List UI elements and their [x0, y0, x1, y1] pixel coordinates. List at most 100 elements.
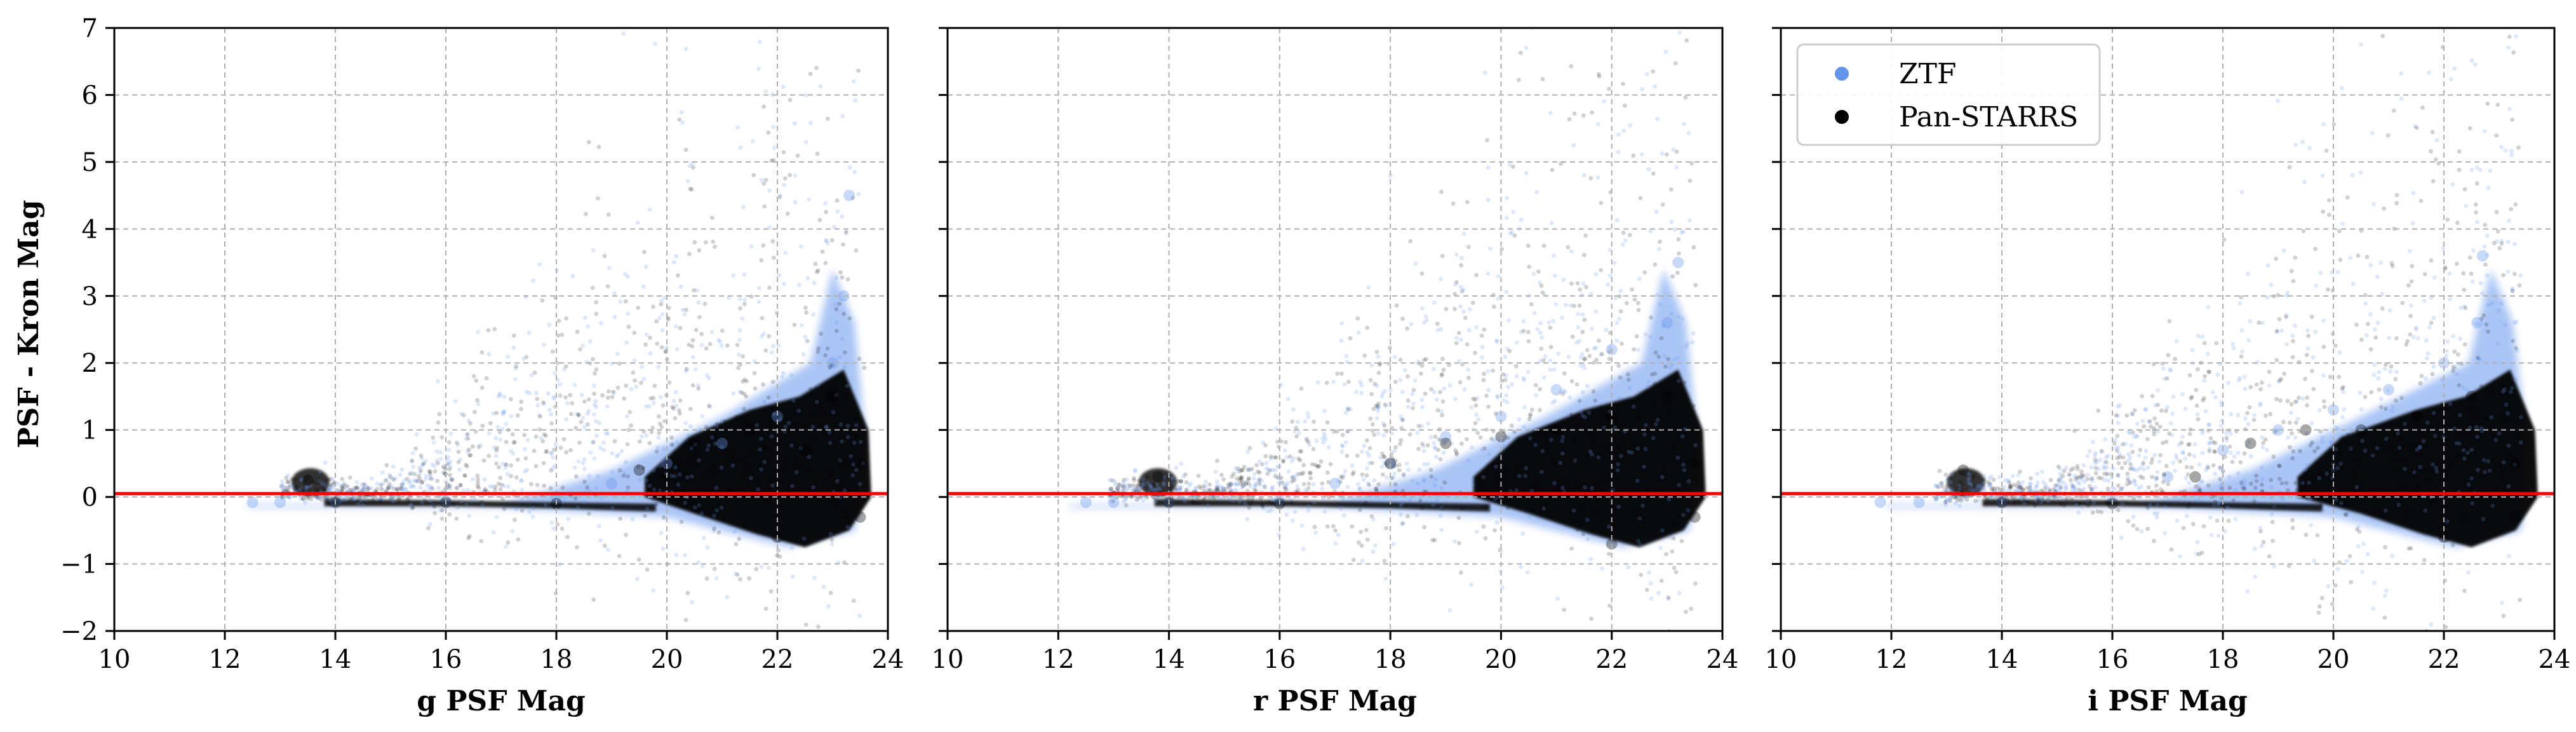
- ztf-point: [687, 163, 692, 168]
- panstarrs-point: [2473, 202, 2478, 207]
- ztf-point: [359, 482, 364, 487]
- ztf-point: [2089, 487, 2094, 492]
- panstarrs-point: [300, 497, 305, 501]
- ztf-point: [1375, 405, 1380, 410]
- panstarrs-point: [496, 481, 501, 486]
- ztf-point: [454, 485, 459, 490]
- panstarrs-point: [2149, 424, 2153, 429]
- ztf-point: [1566, 355, 1571, 360]
- panstarrs-point: [1370, 461, 1375, 465]
- panstarrs-point: [1687, 179, 1693, 183]
- panstarrs-point: [852, 599, 856, 603]
- panstarrs-point: [2394, 336, 2399, 341]
- ztf-point: [1553, 302, 1559, 307]
- panstarrs-point: [833, 398, 838, 402]
- ztf-point: [429, 485, 434, 491]
- panstarrs-point: [1936, 485, 1940, 490]
- ztf-point: [811, 485, 815, 490]
- panstarrs-point: [330, 482, 335, 487]
- panstarrs-point: [556, 333, 561, 338]
- panstarrs-point: [1397, 463, 1402, 467]
- ztf-point: [2208, 440, 2213, 445]
- ztf-point: [2199, 479, 2204, 484]
- ztf-point: [799, 244, 803, 249]
- panstarrs-point: [2154, 421, 2159, 426]
- ztf-point: [1505, 346, 1510, 351]
- ztf-point: [2514, 34, 2518, 39]
- x-tick-label: 24: [872, 645, 904, 674]
- ztf-point: [2293, 142, 2298, 147]
- panstarrs-point: [1453, 448, 1458, 453]
- ztf-point: [2243, 416, 2248, 421]
- panstarrs-point: [2070, 484, 2076, 489]
- ztf-point: [1359, 449, 1364, 454]
- ztf-point: [626, 311, 631, 316]
- ztf-point: [2338, 461, 2343, 466]
- panstarrs-point: [2462, 187, 2467, 192]
- ztf-point: [326, 487, 331, 492]
- ztf-point: [1655, 292, 1660, 297]
- ztf-point: [807, 197, 812, 202]
- panstarrs-point: [1132, 478, 1137, 483]
- panstarrs-point: [844, 230, 849, 235]
- ztf-point: [2131, 515, 2136, 519]
- panstarrs-point: [1491, 304, 1496, 309]
- panstarrs-point: [1939, 481, 1943, 486]
- ztf-point: [1359, 391, 1364, 395]
- ztf-point: [2470, 501, 2475, 506]
- ztf-point: [2434, 466, 2439, 470]
- ztf-point: [446, 455, 451, 459]
- ztf-point: [1141, 481, 1146, 486]
- panstarrs-point: [504, 440, 509, 444]
- ztf-point: [2307, 146, 2312, 151]
- ztf-point: [2313, 329, 2318, 334]
- panstarrs-point: [825, 346, 830, 351]
- ztf-point: [1285, 480, 1290, 485]
- panstarrs-point: [339, 484, 344, 489]
- panstarrs-point: [841, 242, 845, 247]
- ztf-point: [2363, 449, 2368, 453]
- panstarrs-point: [1382, 454, 1387, 459]
- ztf-point: [2260, 320, 2265, 325]
- ztf-point: [683, 553, 688, 558]
- ztf-point: [1124, 495, 1129, 500]
- ztf-point: [659, 395, 663, 400]
- ztf-point: [2300, 396, 2305, 401]
- ztf-point: [1234, 482, 1239, 487]
- ztf-point: [1241, 483, 1245, 488]
- ztf-point: [2180, 392, 2185, 396]
- panstarrs-point: [2402, 460, 2407, 465]
- panstarrs-point: [410, 458, 415, 463]
- ztf-point: [420, 463, 425, 468]
- ztf-point: [493, 436, 499, 441]
- ztf-point: [2183, 406, 2188, 411]
- panstarrs-point: [805, 468, 809, 473]
- panstarrs-point: [385, 487, 390, 492]
- ztf-point: [1345, 406, 1350, 410]
- ztf-point: [1422, 320, 1426, 325]
- ztf-point: [309, 483, 313, 488]
- ztf-point: [1524, 171, 1529, 175]
- panstarrs-point: [2389, 364, 2394, 369]
- panstarrs-point: [1227, 484, 1232, 489]
- panstarrs-point: [2048, 477, 2053, 482]
- ztf-point: [1649, 596, 1654, 601]
- panstarrs-point: [522, 433, 527, 437]
- ztf-point: [441, 464, 446, 468]
- ztf-point: [1132, 486, 1137, 491]
- panstarrs-point: [734, 414, 739, 419]
- ztf-point: [2116, 413, 2120, 418]
- panstarrs-point: [1258, 477, 1262, 482]
- ztf-point: [2474, 322, 2479, 327]
- axes-frame: [113, 27, 889, 632]
- ztf-point: [1543, 354, 1548, 359]
- ztf-point: [1421, 444, 1426, 449]
- ztf-point: [554, 268, 560, 273]
- x-axis: 10 12 14 16 18 20 22 24: [1765, 631, 2570, 674]
- panstarrs-point: [683, 618, 688, 623]
- ztf-point: [356, 485, 360, 491]
- ztf-point: [1580, 413, 1585, 418]
- ztf-point: [803, 140, 808, 145]
- panstarrs-point: [828, 363, 833, 369]
